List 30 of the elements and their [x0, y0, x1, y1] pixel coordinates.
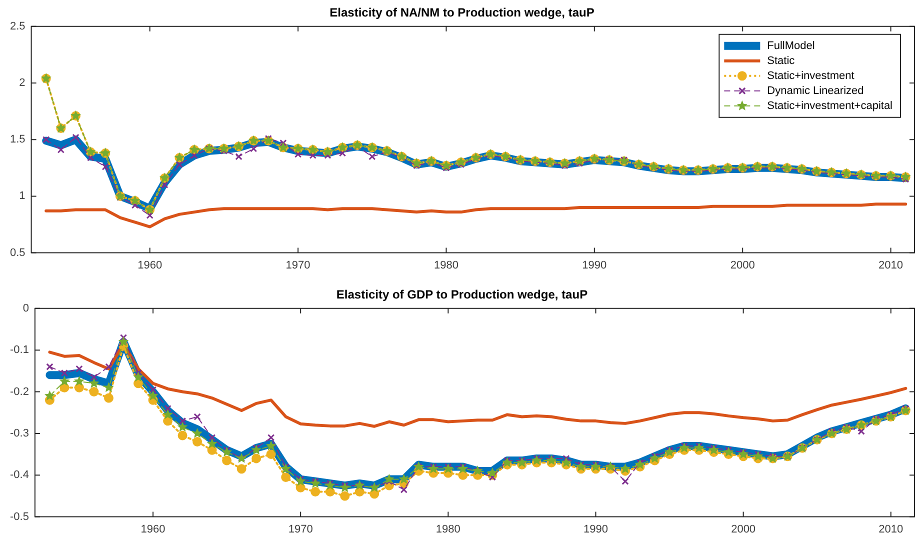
x-tick-label: 1990	[583, 523, 608, 536]
legend-label: Static+investment+capital	[767, 100, 893, 112]
y-tick-label: 0.5	[10, 246, 26, 259]
x-tick-label: 2000	[730, 259, 755, 272]
y-tick-label: 2.5	[10, 20, 26, 32]
y-tick-label: 1.5	[10, 134, 26, 146]
chart-title: Elasticity of GDP to Production wedge, tauP	[336, 288, 588, 302]
legend-label: Static	[767, 54, 796, 67]
x-tick-label: 1960	[138, 259, 162, 272]
y-tick-label: -0.5	[10, 510, 29, 523]
y-tick-label: 2	[19, 77, 26, 90]
chart-title: Elasticity of NA/NM to Production wedge, tauP	[330, 6, 594, 20]
x-tick-label: 1980	[434, 259, 458, 272]
x-tick-label: 1960	[140, 523, 166, 536]
legend-label: Dynamic Linearized	[767, 84, 864, 97]
x-tick-label: 1970	[288, 523, 313, 536]
x-tick-label: 2000	[731, 523, 756, 536]
y-tick-label: -0.4	[10, 469, 29, 482]
y-tick-label: -0.3	[10, 427, 29, 440]
x-tick-label: 1970	[286, 259, 310, 272]
y-tick-label: -0.1	[10, 344, 29, 356]
legend-label: Static+investment	[767, 70, 854, 82]
x-tick-label: 1980	[436, 523, 460, 536]
y-tick-label: -0.2	[10, 386, 29, 398]
legend-label: FullModel	[767, 40, 815, 52]
y-tick-label: 1	[19, 190, 26, 202]
x-tick-label: 2010	[878, 259, 904, 272]
x-tick-label: 2010	[878, 523, 904, 536]
x-tick-label: 1990	[582, 259, 607, 272]
y-tick-label: 0	[22, 302, 29, 314]
